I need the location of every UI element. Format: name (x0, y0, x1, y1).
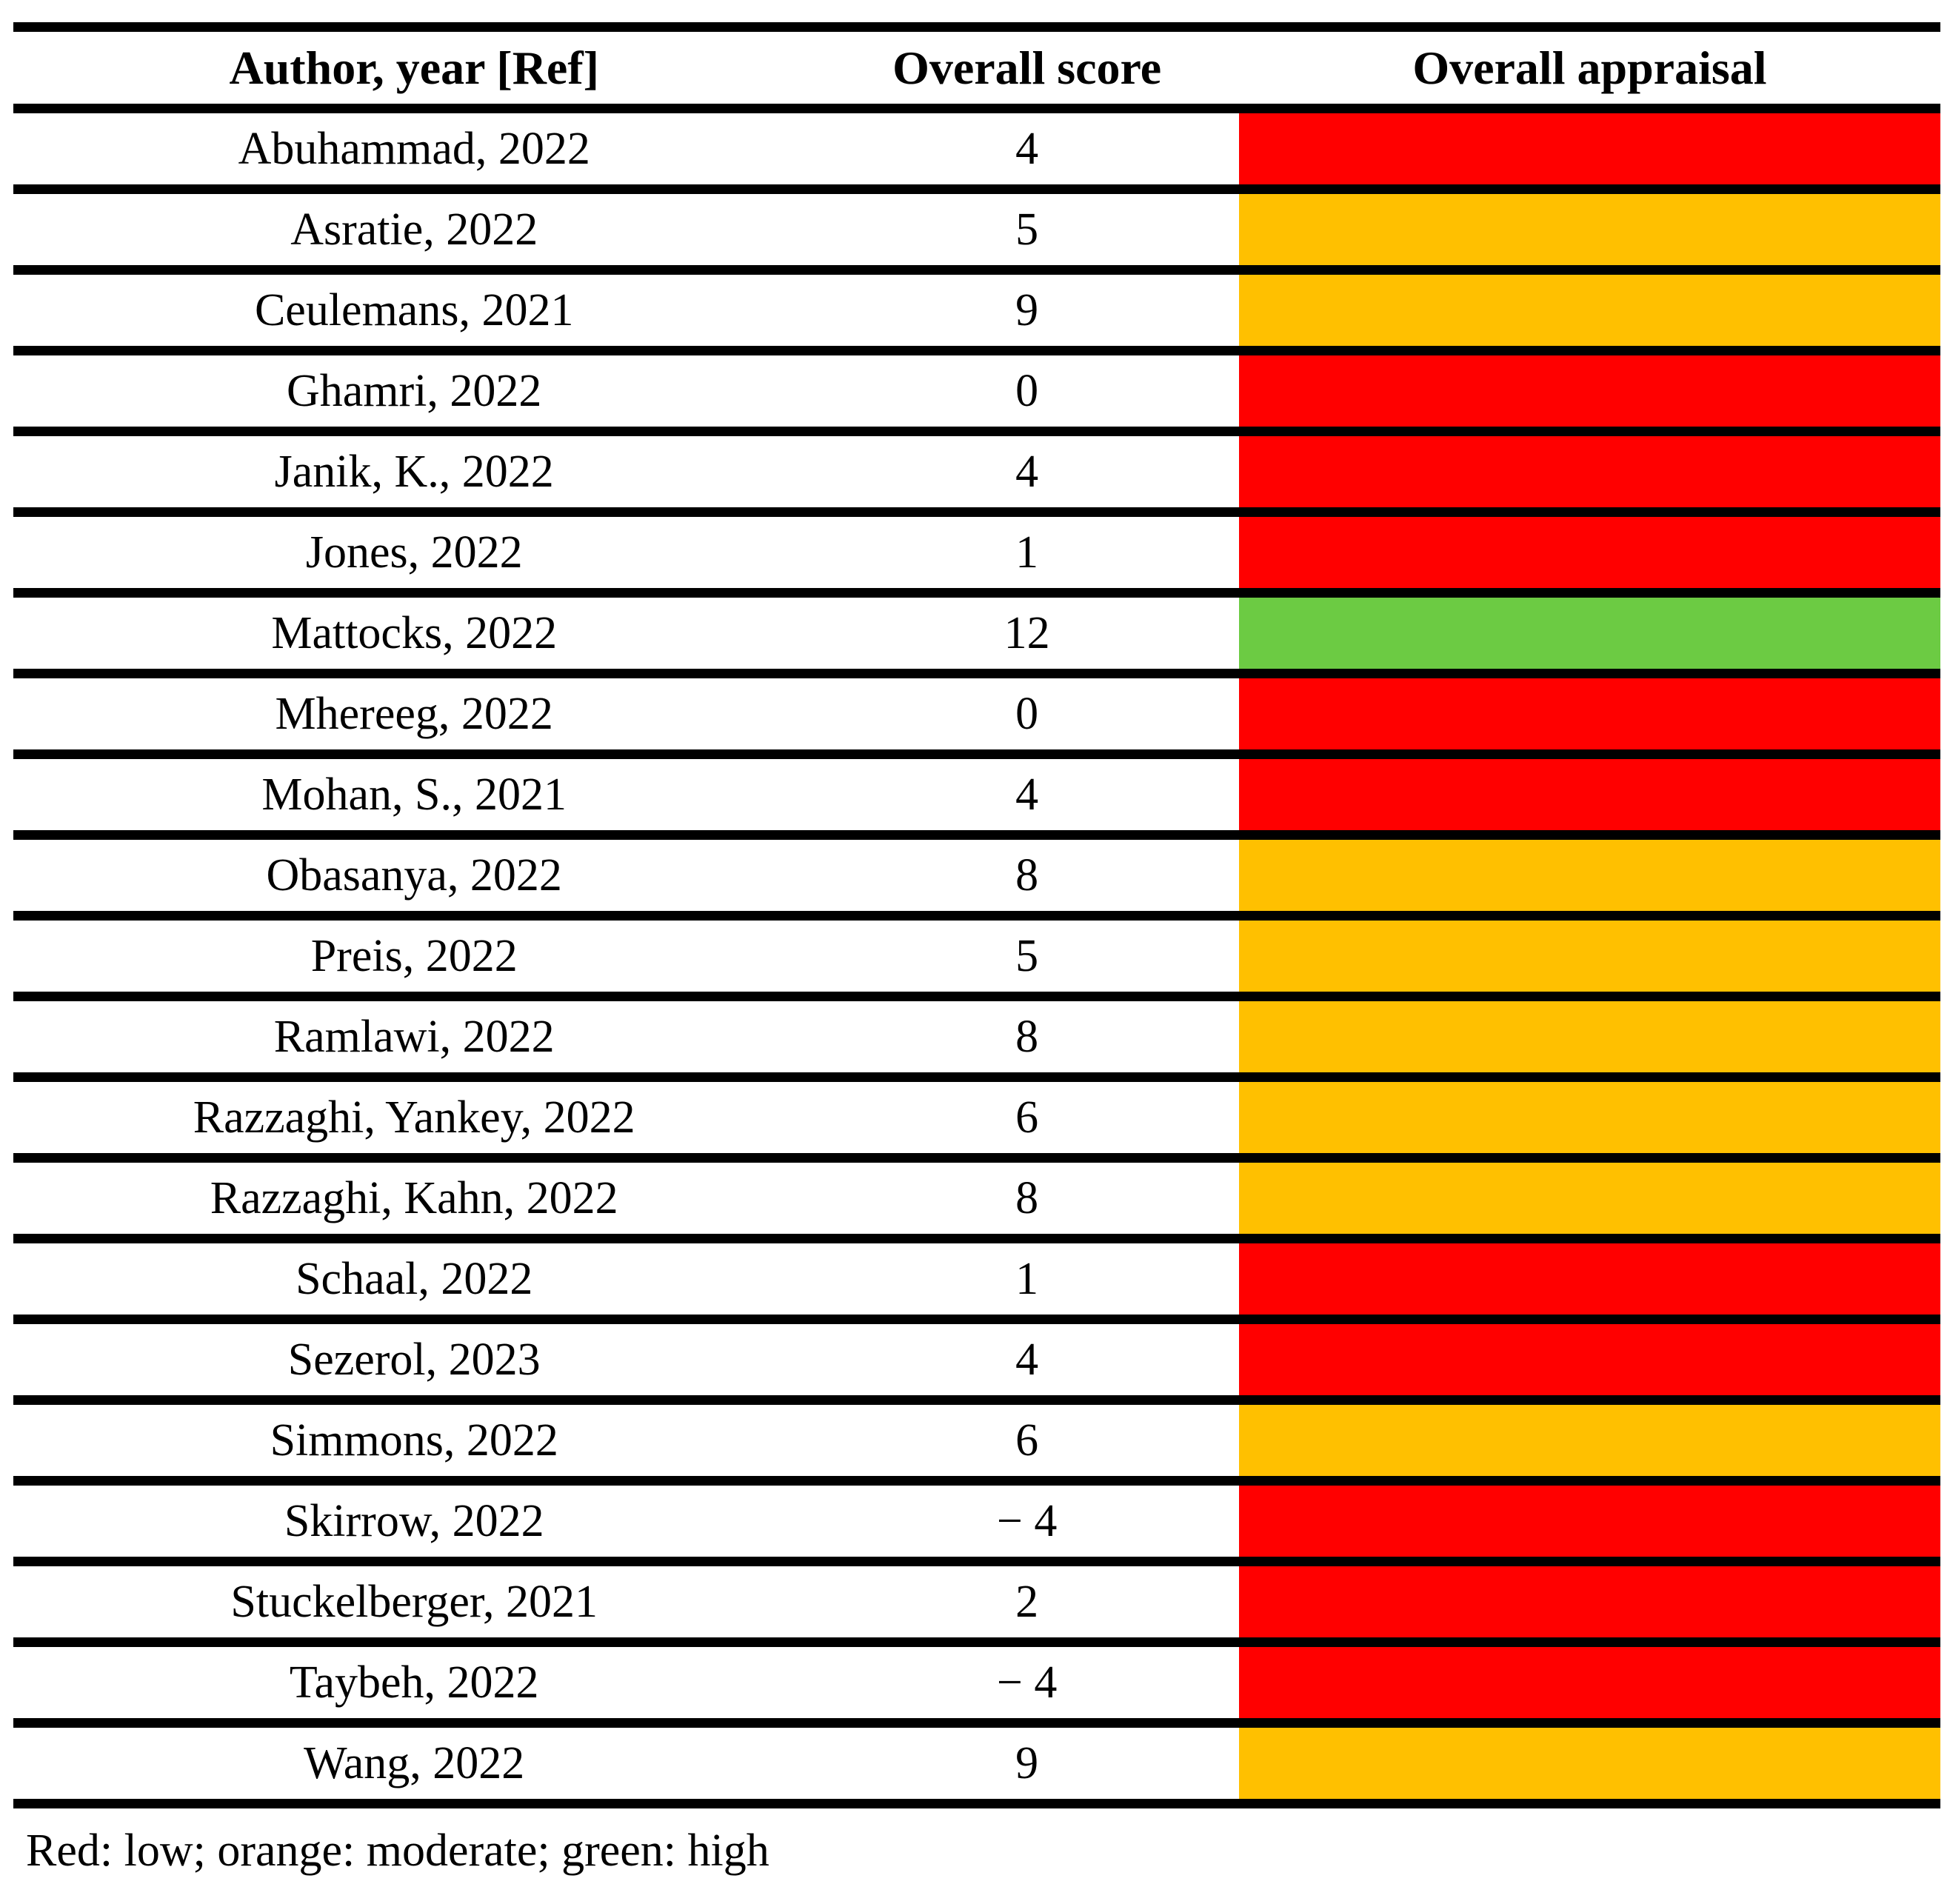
table-row: Wang, 2022 9 (13, 1728, 1940, 1808)
score-cell: 0 (1015, 689, 1039, 739)
author-cell: Ceulemans, 2021 (254, 285, 574, 335)
appraisal-cell (1238, 840, 1940, 911)
appraisal-cell (1238, 355, 1940, 427)
appraisal-cell (1238, 275, 1940, 346)
appraisal-cell (1238, 194, 1940, 265)
column-header-score: Overall score (892, 41, 1162, 94)
table-row: Obasanya, 2022 8 (13, 840, 1940, 921)
appraisal-cell (1238, 921, 1940, 992)
score-cell: 0 (1015, 366, 1039, 416)
score-cell: 9 (1015, 1738, 1039, 1788)
table-row: Mattocks, 2022 12 (13, 598, 1940, 678)
table-body: Abuhammad, 2022 4 Asratie, 2022 5 Ceulem… (13, 113, 1940, 1808)
table-row: Mhereeg, 2022 0 (13, 678, 1940, 759)
table-row: Skirrow, 2022 − 4 (13, 1486, 1940, 1566)
score-cell: 4 (1015, 447, 1039, 497)
appraisal-table: Author, year [Ref] Overall score Overall… (13, 22, 1940, 1808)
score-cell: 9 (1015, 285, 1039, 335)
table-row: Sezerol, 2023 4 (13, 1324, 1940, 1405)
author-cell: Stuckelberger, 2021 (230, 1577, 598, 1627)
column-header-appraisal: Overall appraisal (1412, 41, 1767, 94)
author-cell: Razzaghi, Kahn, 2022 (210, 1173, 618, 1223)
score-cell: 1 (1015, 527, 1039, 578)
author-cell: Mohan, S., 2021 (261, 769, 567, 820)
author-cell: Mhereeg, 2022 (275, 689, 553, 739)
appraisal-cell (1238, 436, 1940, 507)
author-cell: Wang, 2022 (304, 1738, 525, 1788)
score-cell: 8 (1015, 1012, 1039, 1062)
score-cell: 1 (1015, 1254, 1039, 1304)
author-cell: Schaal, 2022 (295, 1254, 533, 1304)
author-cell: Jones, 2022 (305, 527, 523, 578)
appraisal-cell (1238, 678, 1940, 749)
table-row: Jones, 2022 1 (13, 517, 1940, 598)
author-cell: Obasanya, 2022 (266, 850, 562, 901)
score-cell: 4 (1015, 124, 1039, 174)
score-cell: 5 (1015, 204, 1039, 255)
appraisal-cell (1238, 517, 1940, 588)
appraisal-cell (1238, 1163, 1940, 1234)
score-cell: 4 (1015, 1335, 1039, 1385)
score-cell: 6 (1015, 1092, 1039, 1143)
score-cell: 2 (1015, 1577, 1039, 1627)
score-cell: − 4 (996, 1657, 1058, 1708)
table-row: Simmons, 2022 6 (13, 1405, 1940, 1486)
appraisal-cell (1238, 1082, 1940, 1153)
author-cell: Simmons, 2022 (270, 1415, 558, 1466)
score-cell: 8 (1015, 850, 1039, 901)
appraisal-cell (1238, 113, 1940, 184)
score-cell: − 4 (996, 1496, 1058, 1546)
table-row: Schaal, 2022 1 (13, 1243, 1940, 1324)
table-row: Janik, K., 2022 4 (13, 436, 1940, 517)
column-header-author: Author, year [Ref] (229, 41, 599, 94)
score-cell: 6 (1015, 1415, 1039, 1466)
table-row: Taybeh, 2022 − 4 (13, 1647, 1940, 1728)
author-cell: Razzaghi, Yankey, 2022 (193, 1092, 635, 1143)
author-cell: Skirrow, 2022 (284, 1496, 544, 1546)
table-row: Ramlawi, 2022 8 (13, 1001, 1940, 1082)
author-cell: Asratie, 2022 (290, 204, 538, 255)
author-cell: Janik, K., 2022 (274, 447, 554, 497)
table-header-row: Author, year [Ref] Overall score Overall… (13, 32, 1940, 113)
appraisal-cell (1238, 1243, 1940, 1315)
author-cell: Abuhammad, 2022 (238, 124, 590, 174)
table-row: Ceulemans, 2021 9 (13, 275, 1940, 355)
author-cell: Sezerol, 2023 (287, 1335, 541, 1385)
score-cell: 8 (1015, 1173, 1039, 1223)
appraisal-cell (1238, 1728, 1940, 1799)
appraisal-cell (1238, 1324, 1940, 1395)
appraisal-cell (1238, 1405, 1940, 1476)
score-cell: 12 (1004, 608, 1050, 658)
legend-note: Red: low; orange: moderate; green: high (26, 1825, 769, 1876)
table-row: Preis, 2022 5 (13, 921, 1940, 1001)
appraisal-cell (1238, 1486, 1940, 1557)
score-cell: 5 (1015, 931, 1039, 981)
table-row: Abuhammad, 2022 4 (13, 113, 1940, 194)
appraisal-cell (1238, 1647, 1940, 1718)
table-row: Razzaghi, Kahn, 2022 8 (13, 1163, 1940, 1243)
author-cell: Ghamri, 2022 (287, 366, 542, 416)
appraisal-cell (1238, 598, 1940, 669)
appraisal-cell (1238, 759, 1940, 830)
score-cell: 4 (1015, 769, 1039, 820)
table-row: Razzaghi, Yankey, 2022 6 (13, 1082, 1940, 1163)
table-row: Mohan, S., 2021 4 (13, 759, 1940, 840)
author-cell: Ramlawi, 2022 (273, 1012, 555, 1062)
appraisal-cell (1238, 1566, 1940, 1637)
author-cell: Preis, 2022 (310, 931, 518, 981)
table-row: Stuckelberger, 2021 2 (13, 1566, 1940, 1647)
author-cell: Mattocks, 2022 (271, 608, 558, 658)
table-row: Asratie, 2022 5 (13, 194, 1940, 275)
appraisal-cell (1238, 1001, 1940, 1072)
author-cell: Taybeh, 2022 (289, 1657, 539, 1708)
table-row: Ghamri, 2022 0 (13, 355, 1940, 436)
